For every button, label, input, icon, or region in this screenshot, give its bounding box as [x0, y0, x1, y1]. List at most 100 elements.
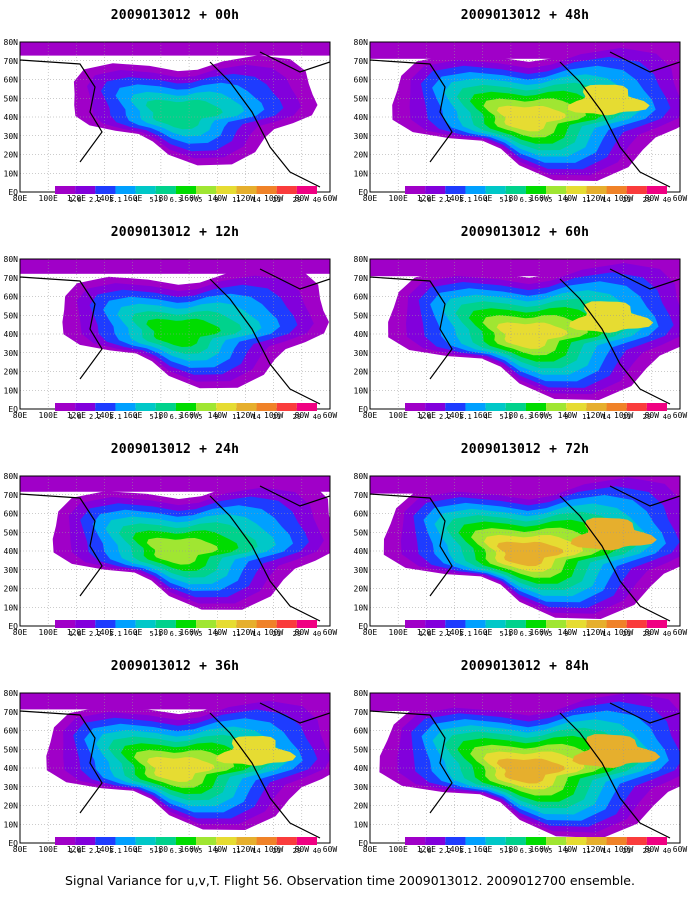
- colorbar-level-label: 9: [214, 847, 218, 855]
- colorbar-swatch: [405, 837, 426, 845]
- longitude-label: 80E: [363, 194, 378, 203]
- latitude-label: 40N: [4, 547, 19, 556]
- forecast-panel-60h: 2009013012 + 60h 80N 70N 60N 50N 40N 30N 20N 10N…: [350, 217, 700, 437]
- colorbar-level-label: 21: [622, 847, 630, 855]
- colorbar-level-label: 21: [622, 196, 630, 204]
- longitude-label: 100E: [39, 845, 58, 854]
- asia-coastline: [20, 276, 103, 380]
- coastlines: [20, 702, 330, 839]
- longitude-label: 100E: [389, 194, 408, 203]
- asia-coastline: [20, 493, 103, 597]
- longitude-label: 80W: [295, 194, 310, 203]
- colorbar-level-label: 6.3: [520, 413, 533, 421]
- colorbar-swatch: [115, 186, 136, 194]
- colorbar-swatch: [546, 403, 567, 411]
- colorbar-level-label: 1.6: [69, 847, 82, 855]
- variance-field: [370, 693, 680, 838]
- coastlines: [370, 51, 680, 188]
- latitude-label: EQ: [8, 188, 18, 197]
- colorbar-swatch: [485, 620, 506, 628]
- panel-title: 2009013012 + 12h: [110, 225, 240, 240]
- colorbar-swatch: [115, 620, 136, 628]
- coastlines: [370, 268, 680, 405]
- colorbar-level-label: 29: [293, 413, 301, 421]
- colorbar-swatch: [586, 186, 607, 194]
- colorbar-level-label: 21: [272, 413, 280, 421]
- colorbar-level-label: 40: [313, 847, 321, 855]
- colorbar-swatch: [135, 837, 156, 845]
- longitude-label: 100W: [614, 411, 633, 420]
- latitude-label: 40N: [4, 764, 19, 773]
- latitude-label: 10N: [354, 169, 369, 178]
- variance-core: [572, 734, 661, 768]
- latitude-label: 80N: [354, 689, 369, 698]
- colorbar-swatch: [485, 837, 506, 845]
- colorbar: 1.6 2.2 3.1 4 5.1 6.3 7.5 9 11 14 21 29 40: [405, 837, 671, 855]
- latitude-label: 10N: [354, 603, 369, 612]
- forecast-panel-24h: 2009013012 + 24h 80N 70N 60N 50N 40N 30N 20N 10N…: [0, 434, 350, 654]
- latitude-label: 60N: [354, 510, 369, 519]
- colorbar-swatch: [296, 837, 317, 845]
- colorbar-swatch: [155, 837, 176, 845]
- variance-field: [370, 476, 680, 619]
- colorbar-level-label: 14: [602, 413, 610, 421]
- colorbar-level-label: 21: [272, 847, 280, 855]
- colorbar-swatch: [256, 620, 277, 628]
- colorbar-level-label: 9: [214, 413, 218, 421]
- colorbar-level-label: 40: [313, 630, 321, 638]
- latitude-label: 80N: [4, 38, 19, 47]
- longitude-label: 160W: [529, 411, 548, 420]
- panel-title: 2009013012 + 60h: [460, 225, 590, 240]
- colorbar-swatch: [236, 837, 257, 845]
- variance-core: [569, 301, 654, 333]
- colorbar-level-label: 5.1: [499, 413, 512, 421]
- longitude-label: 180: [504, 628, 519, 637]
- colorbar-level-label: 3.1: [109, 196, 122, 204]
- colorbar-swatch: [135, 403, 156, 411]
- arctic-coastline: [609, 702, 680, 724]
- colorbar-level-label: 3.1: [109, 413, 122, 421]
- latitude-label: 80N: [354, 472, 369, 481]
- latitude-label: EQ: [8, 405, 18, 414]
- colorbar-swatch: [296, 620, 317, 628]
- colorbar-level-label: 6.3: [520, 196, 533, 204]
- latitude-label: 50N: [4, 745, 19, 754]
- variance-contour-level-11: [496, 322, 568, 349]
- latitude-label: 20N: [354, 585, 369, 594]
- longitude-label: 100E: [389, 411, 408, 420]
- colorbar-level-label: 1.6: [69, 413, 82, 421]
- longitude-label: 120E: [67, 628, 86, 637]
- panel-title: 2009013012 + 84h: [460, 659, 590, 674]
- latitude-label: EQ: [8, 622, 18, 631]
- longitude-label: 160W: [529, 194, 548, 203]
- longitude-label: 160W: [179, 194, 198, 203]
- latitude-label: 80N: [4, 689, 19, 698]
- colorbar-swatch: [276, 620, 297, 628]
- longitude-label: 140E: [445, 411, 464, 420]
- colorbar-swatch: [525, 403, 547, 411]
- colorbar-swatch: [75, 837, 96, 845]
- colorbar-swatch: [425, 620, 446, 628]
- longitude-label: 140W: [558, 194, 577, 203]
- colorbar-level-label: 14: [602, 630, 610, 638]
- colorbar-level-label: 1.6: [419, 196, 432, 204]
- latitude-label: 80N: [354, 38, 369, 47]
- colorbar-level-label: 6.3: [170, 196, 183, 204]
- latitude-label: 60N: [4, 727, 19, 736]
- colorbar-level-label: 7.5: [190, 630, 203, 638]
- colorbar-swatch: [296, 403, 317, 411]
- colorbar: 1.6 2.2 3.1 4 5.1 6.3 7.5 9 11 14 21 29 40: [55, 403, 321, 421]
- colorbar-level-label: 9: [214, 630, 218, 638]
- north-america-coastline: [559, 278, 671, 405]
- colorbar-swatch: [256, 837, 277, 845]
- colorbar-level-label: 40: [313, 196, 321, 204]
- colorbar-swatch: [606, 186, 627, 194]
- longitude-label: 100W: [264, 628, 283, 637]
- longitude-label: 80W: [645, 194, 660, 203]
- longitude-label: 140E: [95, 628, 114, 637]
- longitude-label: 120W: [236, 194, 255, 203]
- colorbar-level-label: 14: [252, 847, 260, 855]
- longitude-label: 60W: [673, 628, 688, 637]
